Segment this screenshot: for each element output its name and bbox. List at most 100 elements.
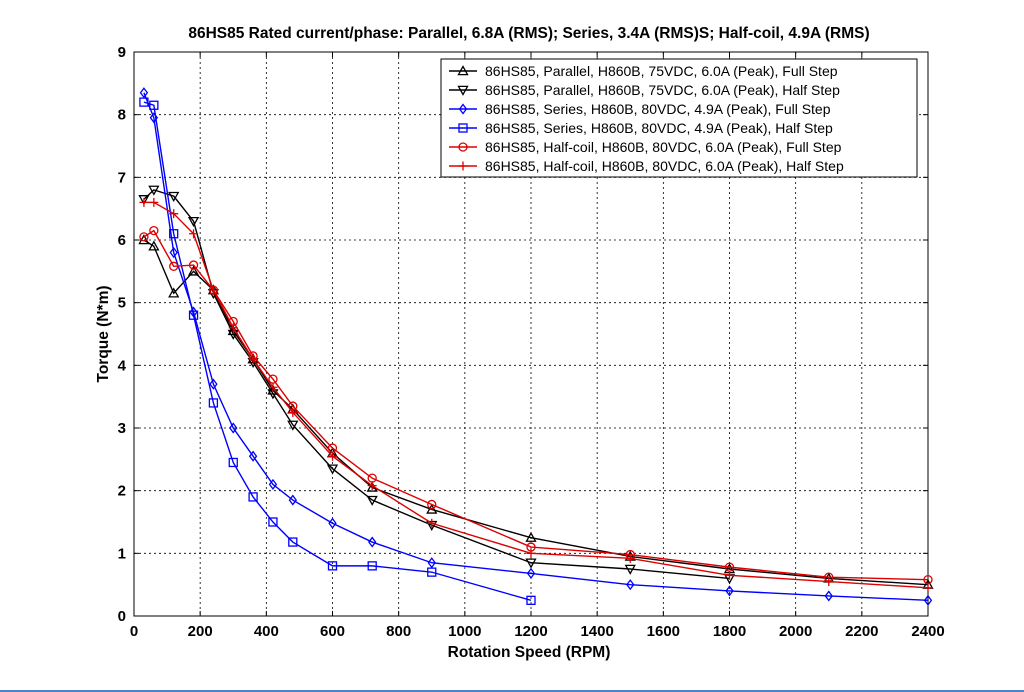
data-point-square xyxy=(427,567,437,577)
legend-item: 86HS85, Parallel, H860B, 75VDC, 6.0A (Pe… xyxy=(449,82,840,98)
data-point-plus xyxy=(169,209,179,219)
x-tick-label: 1200 xyxy=(514,623,547,640)
data-point-square xyxy=(288,537,298,547)
data-point-triangle-down xyxy=(187,216,200,228)
x-tick-label: 2400 xyxy=(911,623,944,640)
series-line xyxy=(143,239,929,586)
bottom-divider xyxy=(0,690,1024,692)
data-point-diamond xyxy=(268,478,278,490)
series-1 xyxy=(138,234,934,589)
data-point-plus xyxy=(208,285,218,295)
y-tick-label: 0 xyxy=(118,608,126,625)
legend-label: 86HS85, Half-coil, H860B, 80VDC, 6.0A (P… xyxy=(485,158,844,174)
y-tick-label: 8 xyxy=(118,107,126,124)
legend-label: 86HS85, Series, H860B, 80VDC, 4.9A (Peak… xyxy=(485,101,831,117)
data-point-plus xyxy=(328,451,337,461)
data-point-diamond xyxy=(169,246,178,259)
data-point-plus xyxy=(228,323,238,333)
data-point-plus xyxy=(268,382,278,392)
data-point-triangle-up xyxy=(187,265,200,276)
data-point-plus xyxy=(923,583,933,593)
data-point-diamond xyxy=(824,590,833,602)
legend-item: 86HS85, Half-coil, H860B, 80VDC, 6.0A (P… xyxy=(449,139,842,155)
y-tick-label: 9 xyxy=(118,44,126,61)
x-tick-label: 2000 xyxy=(779,623,812,640)
series-line xyxy=(143,229,929,581)
series-line xyxy=(143,201,929,589)
data-point-diamond xyxy=(725,585,734,597)
x-tick-label: 600 xyxy=(320,623,345,640)
data-point-plus xyxy=(725,570,734,580)
data-point-circle xyxy=(458,142,468,152)
y-tick-label: 4 xyxy=(118,357,127,374)
data-point-triangle-up xyxy=(138,234,150,245)
legend-label: 86HS85, Parallel, H860B, 75VDC, 6.0A (Pe… xyxy=(485,82,840,98)
legend-label: 86HS85, Half-coil, H860B, 80VDC, 6.0A (P… xyxy=(485,139,842,155)
data-point-triangle-down xyxy=(148,185,160,196)
legend-label: 86HS85, Series, H860B, 80VDC, 4.9A (Peak… xyxy=(485,120,833,136)
data-point-diamond xyxy=(248,450,258,462)
series-line xyxy=(143,189,730,580)
data-point-square xyxy=(149,100,159,110)
data-point-plus xyxy=(139,197,149,207)
data-point-triangle-up xyxy=(148,240,160,251)
data-point-square xyxy=(208,398,219,408)
x-tick-label: 1400 xyxy=(580,623,613,640)
data-point-triangle-down xyxy=(457,85,469,96)
data-point-plus xyxy=(288,407,298,417)
data-point-plus xyxy=(526,548,536,558)
data-point-square xyxy=(248,492,258,502)
data-point-diamond xyxy=(229,422,238,434)
y-tick-label: 3 xyxy=(118,420,126,437)
data-point-square xyxy=(327,561,338,571)
y-tick-label: 7 xyxy=(118,169,126,186)
chart-title: 86HS85 Rated current/phase: Parallel, 6.… xyxy=(188,25,869,42)
data-point-circle xyxy=(149,225,159,236)
data-point-plus xyxy=(367,481,377,491)
data-point-plus xyxy=(189,229,199,239)
y-axis-label: Torque (N*m) xyxy=(95,285,112,382)
series-3 xyxy=(139,87,933,606)
data-point-plus xyxy=(625,553,635,563)
data-point-triangle-down xyxy=(168,191,180,202)
data-point-square xyxy=(188,310,199,320)
legend-item: 86HS85, Parallel, H860B, 75VDC, 6.0A (Pe… xyxy=(449,63,838,79)
y-tick-label: 2 xyxy=(118,483,126,500)
x-axis-label: Rotation Speed (RPM) xyxy=(448,644,611,661)
data-point-square xyxy=(268,517,278,527)
data-point-plus xyxy=(427,518,437,528)
data-point-plus xyxy=(149,197,159,207)
x-tick-label: 1600 xyxy=(647,623,680,640)
x-tick-label: 800 xyxy=(386,623,411,640)
x-tick-label: 2200 xyxy=(845,623,878,640)
data-point-diamond xyxy=(139,87,149,99)
data-point-triangle-down xyxy=(366,495,378,506)
data-point-triangle-up xyxy=(426,503,438,514)
series-4 xyxy=(139,97,536,605)
data-point-triangle-down xyxy=(138,195,150,206)
data-point-diamond xyxy=(368,536,377,548)
x-tick-label: 1000 xyxy=(448,623,481,640)
data-point-triangle-up xyxy=(168,287,180,298)
x-tick-label: 1800 xyxy=(713,623,746,640)
data-point-triangle-down xyxy=(287,420,299,431)
data-point-square xyxy=(367,561,377,571)
data-point-circle xyxy=(188,260,199,270)
legend: 86HS85, Parallel, H860B, 75VDC, 6.0A (Pe… xyxy=(440,58,918,178)
series-6 xyxy=(139,197,933,593)
data-point-plus xyxy=(458,161,468,171)
series-layer xyxy=(138,87,934,606)
series-line xyxy=(143,92,929,602)
series-line xyxy=(143,101,532,602)
series-2 xyxy=(138,185,736,585)
data-point-square xyxy=(169,229,179,239)
legend-box xyxy=(440,58,918,178)
y-tick-label: 6 xyxy=(118,232,126,249)
x-tick-label: 200 xyxy=(188,623,213,640)
data-point-square xyxy=(139,97,149,107)
data-point-diamond xyxy=(209,378,218,390)
data-point-plus xyxy=(248,354,258,364)
data-point-diamond xyxy=(288,494,297,506)
data-point-square xyxy=(526,595,536,605)
